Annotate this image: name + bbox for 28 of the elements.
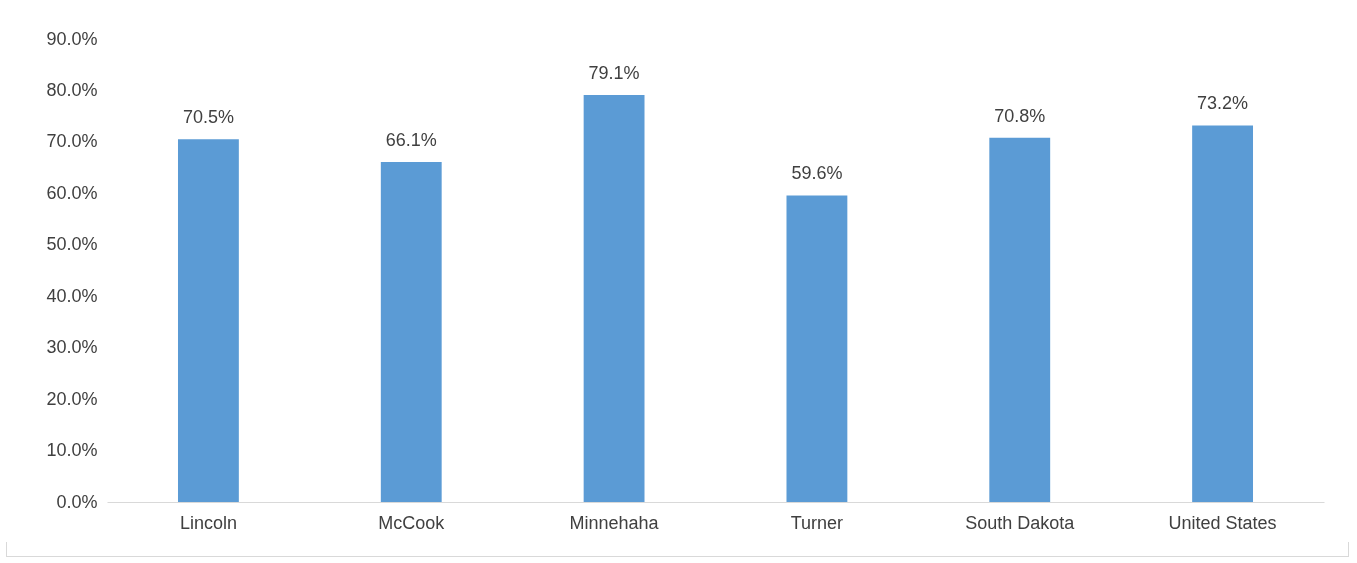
x-tick-label: McCook [378,512,446,533]
y-tick-label: 10.0% [46,440,98,461]
y-tick-label: 20.0% [46,388,98,409]
x-tick-label: Minnehaha [569,512,660,533]
x-tick-label: South Dakota [965,512,1076,533]
bar [177,139,239,502]
data-label: 59.6% [791,163,843,184]
y-tick-label: 50.0% [46,234,98,255]
x-tick-label: United States [1168,512,1277,533]
data-label: 70.8% [994,105,1046,126]
y-tick-label: 90.0% [46,28,98,49]
bar [989,137,1051,502]
y-tick-label: 80.0% [46,79,98,100]
bar [786,195,848,502]
y-tick-label: 40.0% [46,285,98,306]
y-tick-label: 0.0% [56,491,98,512]
y-tick-label: 30.0% [46,337,98,358]
bar [380,161,442,502]
x-tick-label: Lincoln [179,512,237,533]
bar [583,95,645,502]
y-tick-label: 60.0% [46,182,98,203]
data-label: 66.1% [385,129,437,150]
x-tick-label: Turner [790,512,844,533]
y-tick-label: 70.0% [46,131,98,152]
bar [1192,125,1254,502]
data-label: 73.2% [1197,93,1249,114]
data-label: 70.5% [182,107,234,128]
data-label: 79.1% [588,63,640,84]
